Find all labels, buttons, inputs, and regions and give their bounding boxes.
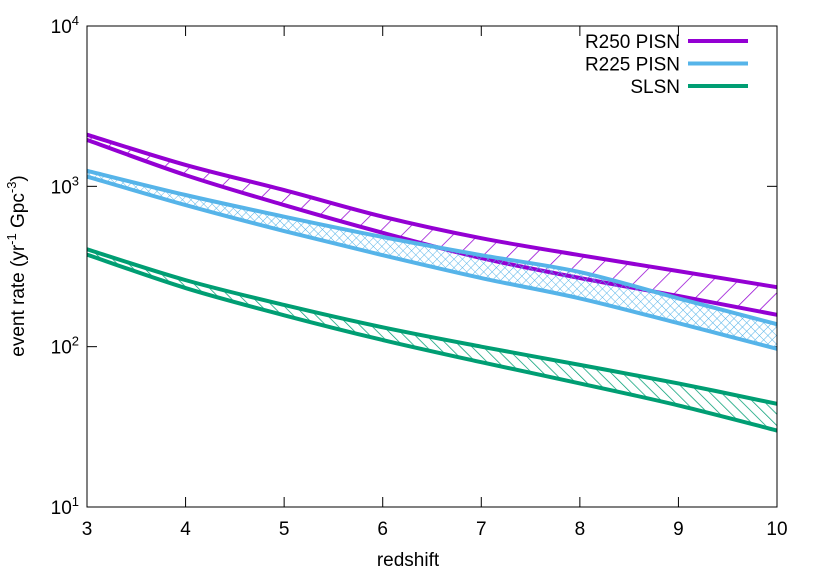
x-tick-label: 5 [279, 519, 290, 540]
y-tick-label: 103​ [51, 173, 79, 198]
x-tick-label: 10 [766, 519, 787, 540]
x-tick-label: 8 [575, 519, 586, 540]
band-lower-line [86, 174, 778, 351]
legend-label: SLSN [630, 77, 680, 98]
band-upper-line [86, 132, 778, 290]
legend-label: R225 PISN [585, 55, 680, 76]
band-lower-line [86, 252, 778, 433]
band-area [87, 170, 777, 349]
band-area [87, 134, 777, 315]
y-tick-label: 104​ [51, 13, 79, 38]
band-area [87, 249, 777, 431]
x-axis-label: redshift [377, 550, 440, 571]
y-axis-label: event rate (yr-1​ Gpc-3​) [4, 175, 29, 357]
x-tick-label: 9 [673, 519, 684, 540]
y-tick-label: 101​ [51, 494, 79, 519]
x-tick-label: 7 [476, 519, 487, 540]
x-tick-label: 4 [180, 519, 191, 540]
band-upper-line [86, 168, 778, 327]
legend-label: R250 PISN [585, 32, 680, 53]
x-tick-label: 3 [82, 519, 93, 540]
plot-frame [86, 25, 778, 508]
band-upper-line [86, 247, 778, 406]
x-tick-label: 6 [377, 519, 388, 540]
y-tick-label: 102​ [51, 334, 79, 359]
